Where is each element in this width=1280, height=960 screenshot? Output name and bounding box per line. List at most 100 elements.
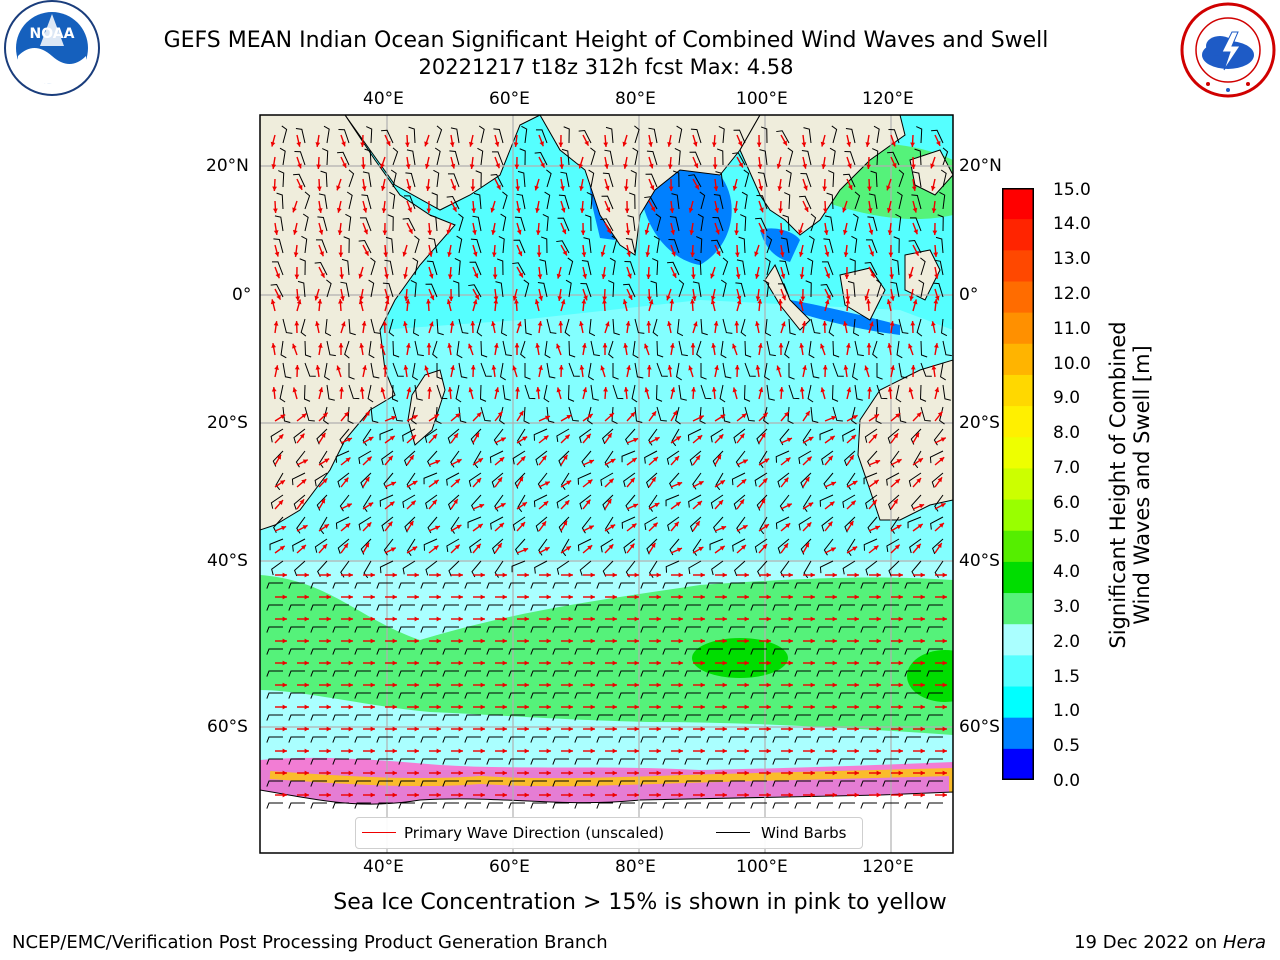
wave-direction-arrowhead	[407, 207, 412, 213]
wave-direction-arrowhead	[412, 546, 418, 551]
wave-direction-arrowhead	[568, 770, 573, 776]
wind-barb	[876, 363, 883, 380]
wave-direction-arrowhead	[384, 299, 390, 305]
wave-direction-arrowhead	[450, 163, 456, 169]
wind-barb	[596, 714, 613, 721]
lat-label-right: 20°N	[959, 156, 1002, 176]
wind-barb	[926, 780, 943, 787]
wind-barb	[646, 472, 658, 489]
wave-direction-arrowhead	[568, 616, 573, 622]
wind-barb	[530, 780, 547, 787]
wave-direction-arrowhead	[348, 792, 353, 798]
colorbar-tick: 7.0	[1053, 458, 1081, 478]
wave-direction-arrowhead	[625, 230, 631, 235]
wind-barb	[926, 648, 943, 655]
wave-direction-arrowhead	[810, 726, 815, 732]
wind-barb	[464, 648, 481, 655]
wave-direction-arrowhead	[370, 792, 375, 798]
wave-direction-arrowhead	[876, 594, 881, 600]
wave-direction-arrowhead	[603, 387, 608, 392]
wave-direction-arrowhead	[436, 770, 441, 776]
wind-barb	[310, 714, 327, 721]
wind-barb	[338, 129, 350, 144]
wind-barb	[687, 428, 702, 442]
wave-direction-arrowhead	[776, 163, 782, 169]
wind-barb	[464, 758, 481, 765]
wave-direction-arrowhead	[524, 638, 529, 644]
wind-barb	[310, 582, 327, 589]
wave-direction-arrowhead	[734, 230, 739, 235]
wind-barb	[314, 261, 328, 276]
wind-barb	[794, 670, 811, 677]
wind-barb	[838, 626, 855, 633]
wave-direction-arrowhead	[843, 321, 848, 327]
wave-direction-arrowhead	[568, 748, 573, 754]
wind-barb	[744, 362, 756, 377]
wind-barb	[618, 604, 635, 611]
wave-direction-arrowhead	[480, 638, 485, 644]
colorbar-segment	[1002, 437, 1034, 469]
wave-direction-arrowhead	[294, 365, 300, 370]
wave-direction-arrowhead	[304, 594, 309, 600]
wind-barb	[579, 494, 592, 510]
wave-direction-arrowhead	[435, 459, 441, 465]
wind-barb	[772, 670, 789, 677]
wind-barb	[326, 279, 332, 298]
wave-direction-arrowhead	[710, 273, 715, 279]
wave-height-4-5m	[692, 638, 788, 678]
wave-direction-arrowhead	[339, 274, 345, 279]
wind-barb	[392, 362, 404, 377]
wind-barb	[882, 692, 899, 699]
wave-direction-arrowhead	[474, 432, 479, 438]
wave-direction-arrowhead	[700, 748, 705, 754]
wind-barb	[452, 280, 460, 298]
wind-barb	[733, 129, 746, 144]
wind-barb	[304, 406, 315, 422]
wave-direction-arrowhead	[520, 456, 526, 462]
wave-direction-arrowhead	[392, 594, 397, 600]
wave-direction-arrowhead	[472, 299, 478, 305]
wind-barb	[512, 262, 526, 276]
wave-direction-arrowhead	[275, 273, 280, 279]
wind-barb	[574, 780, 591, 787]
wind-barb	[297, 280, 306, 298]
wave-direction-arrowhead	[600, 365, 605, 371]
wave-direction-arrowhead	[282, 682, 287, 688]
wind-barb	[332, 780, 349, 787]
lon-label-top: 120°E	[862, 89, 914, 109]
wind-barb	[662, 626, 679, 633]
wave-direction-arrowhead	[934, 387, 940, 393]
wave-direction-arrowhead	[824, 299, 830, 305]
wave-direction-arrowhead	[428, 252, 433, 257]
wind-barb	[411, 406, 417, 425]
wind-barb	[706, 626, 723, 633]
wave-direction-arrowhead	[326, 726, 331, 732]
wave-direction-arrowhead	[458, 792, 463, 798]
wave-direction-arrowhead	[722, 726, 727, 732]
wave-direction-arrowhead	[889, 321, 895, 326]
wind-barb	[535, 450, 548, 466]
wind-barb	[383, 538, 394, 556]
wind-barb	[728, 648, 745, 655]
colorbar-tick: 11.0	[1053, 319, 1091, 339]
wind-barb	[447, 428, 460, 444]
wave-direction-arrowhead	[700, 704, 705, 710]
wind-barb	[502, 340, 512, 357]
wind-barb	[926, 626, 943, 633]
wind-barb	[348, 363, 355, 380]
wind-barb	[282, 406, 291, 423]
wind-barb	[473, 450, 482, 469]
wind-barb	[926, 670, 943, 677]
wave-direction-arrowhead	[604, 185, 610, 191]
wave-direction-arrowhead	[766, 770, 771, 776]
wind-barb	[442, 736, 459, 743]
wave-direction-arrowhead	[634, 572, 639, 578]
wave-direction-arrowhead	[414, 660, 419, 666]
wind-barb	[854, 384, 863, 401]
wind-barb	[863, 538, 878, 551]
wind-barb	[288, 648, 305, 655]
wave-direction-arrowhead	[447, 387, 453, 392]
wave-direction-arrowhead	[715, 229, 720, 235]
wave-direction-arrowhead	[898, 616, 903, 622]
wind-barb	[294, 151, 306, 166]
